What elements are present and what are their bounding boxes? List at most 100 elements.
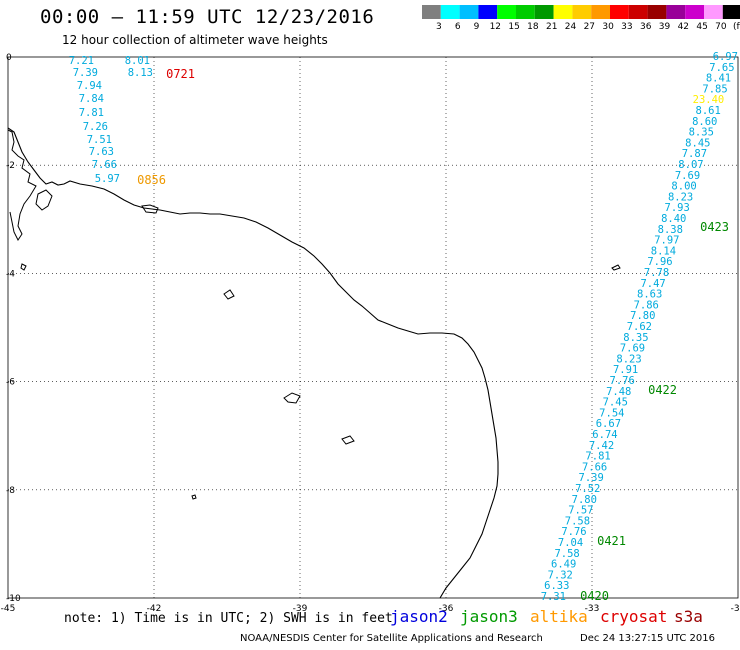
map-frame [7,56,739,599]
legend-swatch [422,5,441,19]
footer-timestamp: Dec 24 13:27:15 UTC 2016 [580,633,715,644]
legend-swatch [628,5,648,19]
legend-label: 45 [696,22,708,32]
wave-height-label: 7.76 [561,526,586,538]
island [141,204,159,214]
coastline [7,127,499,599]
wave-height-label: 7.85 [702,83,727,95]
legend-label: 42 [677,22,690,32]
track-time-label: 0423 [700,220,729,234]
legend-swatch [647,5,667,19]
legend-label: 33 [621,22,633,32]
satellite-altika: altika [530,607,588,626]
wave-height-label: 7.21 [69,55,94,67]
wave-height-label: 8.38 [658,224,683,236]
legend-swatch [553,5,573,19]
legend-swatch [685,5,704,19]
wave-height-label: 7.47 [640,278,665,290]
island [283,392,301,404]
wave-height-label: 7.80 [630,310,655,322]
lat-tick-label: -6 [6,378,15,388]
wave-height-label: 8.23 [616,353,641,365]
wave-height-label: 6.97 [713,51,738,63]
legend-swatch [459,5,479,19]
wave-height-label: 7.58 [565,515,590,527]
wave-height-label: 7.51 [87,134,112,146]
lat-tick-label: -10 [6,594,21,604]
satellite-s3a: s3a [674,607,703,626]
island [20,263,27,271]
legend-label: 24 [564,22,577,32]
legend-swatch [478,5,498,19]
lon-tick-label: -42 [147,604,162,614]
track-time-label: 0422 [648,383,677,397]
legend-label: 15 [508,22,520,32]
map-title: 00:00 — 11:59 UTC 12/23/2016 [40,6,375,28]
wave-height-label: 7.39 [73,67,98,79]
wave-height-label: 6.33 [544,580,569,592]
wave-height-label: 7.86 [634,299,659,311]
wave-height-label: 5.97 [95,173,120,185]
track-time-label: 0421 [597,534,626,548]
wave-height-label: 7.94 [77,80,102,92]
wave-height-label: 7.81 [79,107,104,119]
wave-height-label: 7.26 [83,121,108,133]
legend-label: 12 [489,22,502,32]
legend-swatch [440,5,460,19]
legend-swatch [610,5,629,19]
wave-height-label: 8.35 [623,332,648,344]
wave-height-label: 8.35 [689,127,714,139]
wave-height-label: 7.66 [92,159,117,171]
legend-label: (ft) [732,22,740,32]
satellite-jason3: jason3 [460,607,518,626]
wave-height-label: 8.45 [685,137,710,149]
wave-height-label: 7.39 [579,472,604,484]
wave-height-label: 7.32 [548,569,573,581]
wave-height-label: 6.67 [596,418,621,430]
units-note: note: 1) Time is in UTC; 2) SWH is in fe… [64,611,393,626]
wave-height-color-legend [422,5,740,19]
wave-height-label: 23.40 [693,94,725,106]
legend-swatch [591,5,610,19]
wave-height-label: 7.97 [654,235,679,247]
lon-tick-label: -33 [585,604,600,614]
wave-height-label: 8.41 [706,73,731,85]
legend-label: 18 [527,22,539,32]
lon-tick-label: -39 [293,604,308,614]
track-time-label: 0420 [580,589,609,603]
wave-height-label: 7.42 [589,440,614,452]
wave-height-label: 7.58 [554,548,579,560]
legend-swatch [534,5,554,19]
wave-height-label: 7.63 [89,146,114,158]
wave-height-label: 8.01 [125,55,150,67]
wave-height-label: 7.91 [613,364,638,376]
wave-height-label: 7.93 [665,202,690,214]
legend-swatch [666,5,686,19]
lon-tick-label: -30 [731,604,740,614]
legend-swatch [722,5,740,19]
island [35,189,53,211]
legend-label: 39 [658,22,671,32]
lon-tick-label: -36 [439,604,454,614]
wave-height-label: 7.04 [558,537,583,549]
legend-label: 9 [473,22,480,32]
wave-height-label: 7.80 [572,494,597,506]
lat-tick-label: 0 [6,53,12,63]
wave-height-label: 8.40 [661,213,686,225]
legend-label: 36 [639,22,652,32]
legend-swatch [704,5,723,19]
wave-height-label: 7.66 [582,461,607,473]
wave-height-label: 7.69 [620,343,645,355]
wave-height-label: 8.14 [651,245,676,257]
wave-height-label: 7.57 [568,505,593,517]
track-time-label: 0721 [166,67,195,81]
wave-height-label: 7.69 [675,170,700,182]
wave-height-label: 7.78 [644,267,669,279]
legend-label: 30 [602,22,614,32]
satellite-cryosat: cryosat [600,607,668,626]
wave-height-label: 6.49 [551,559,576,571]
wave-height-label: 7.84 [79,93,104,105]
legend-label: 27 [583,22,596,32]
island [341,435,355,445]
